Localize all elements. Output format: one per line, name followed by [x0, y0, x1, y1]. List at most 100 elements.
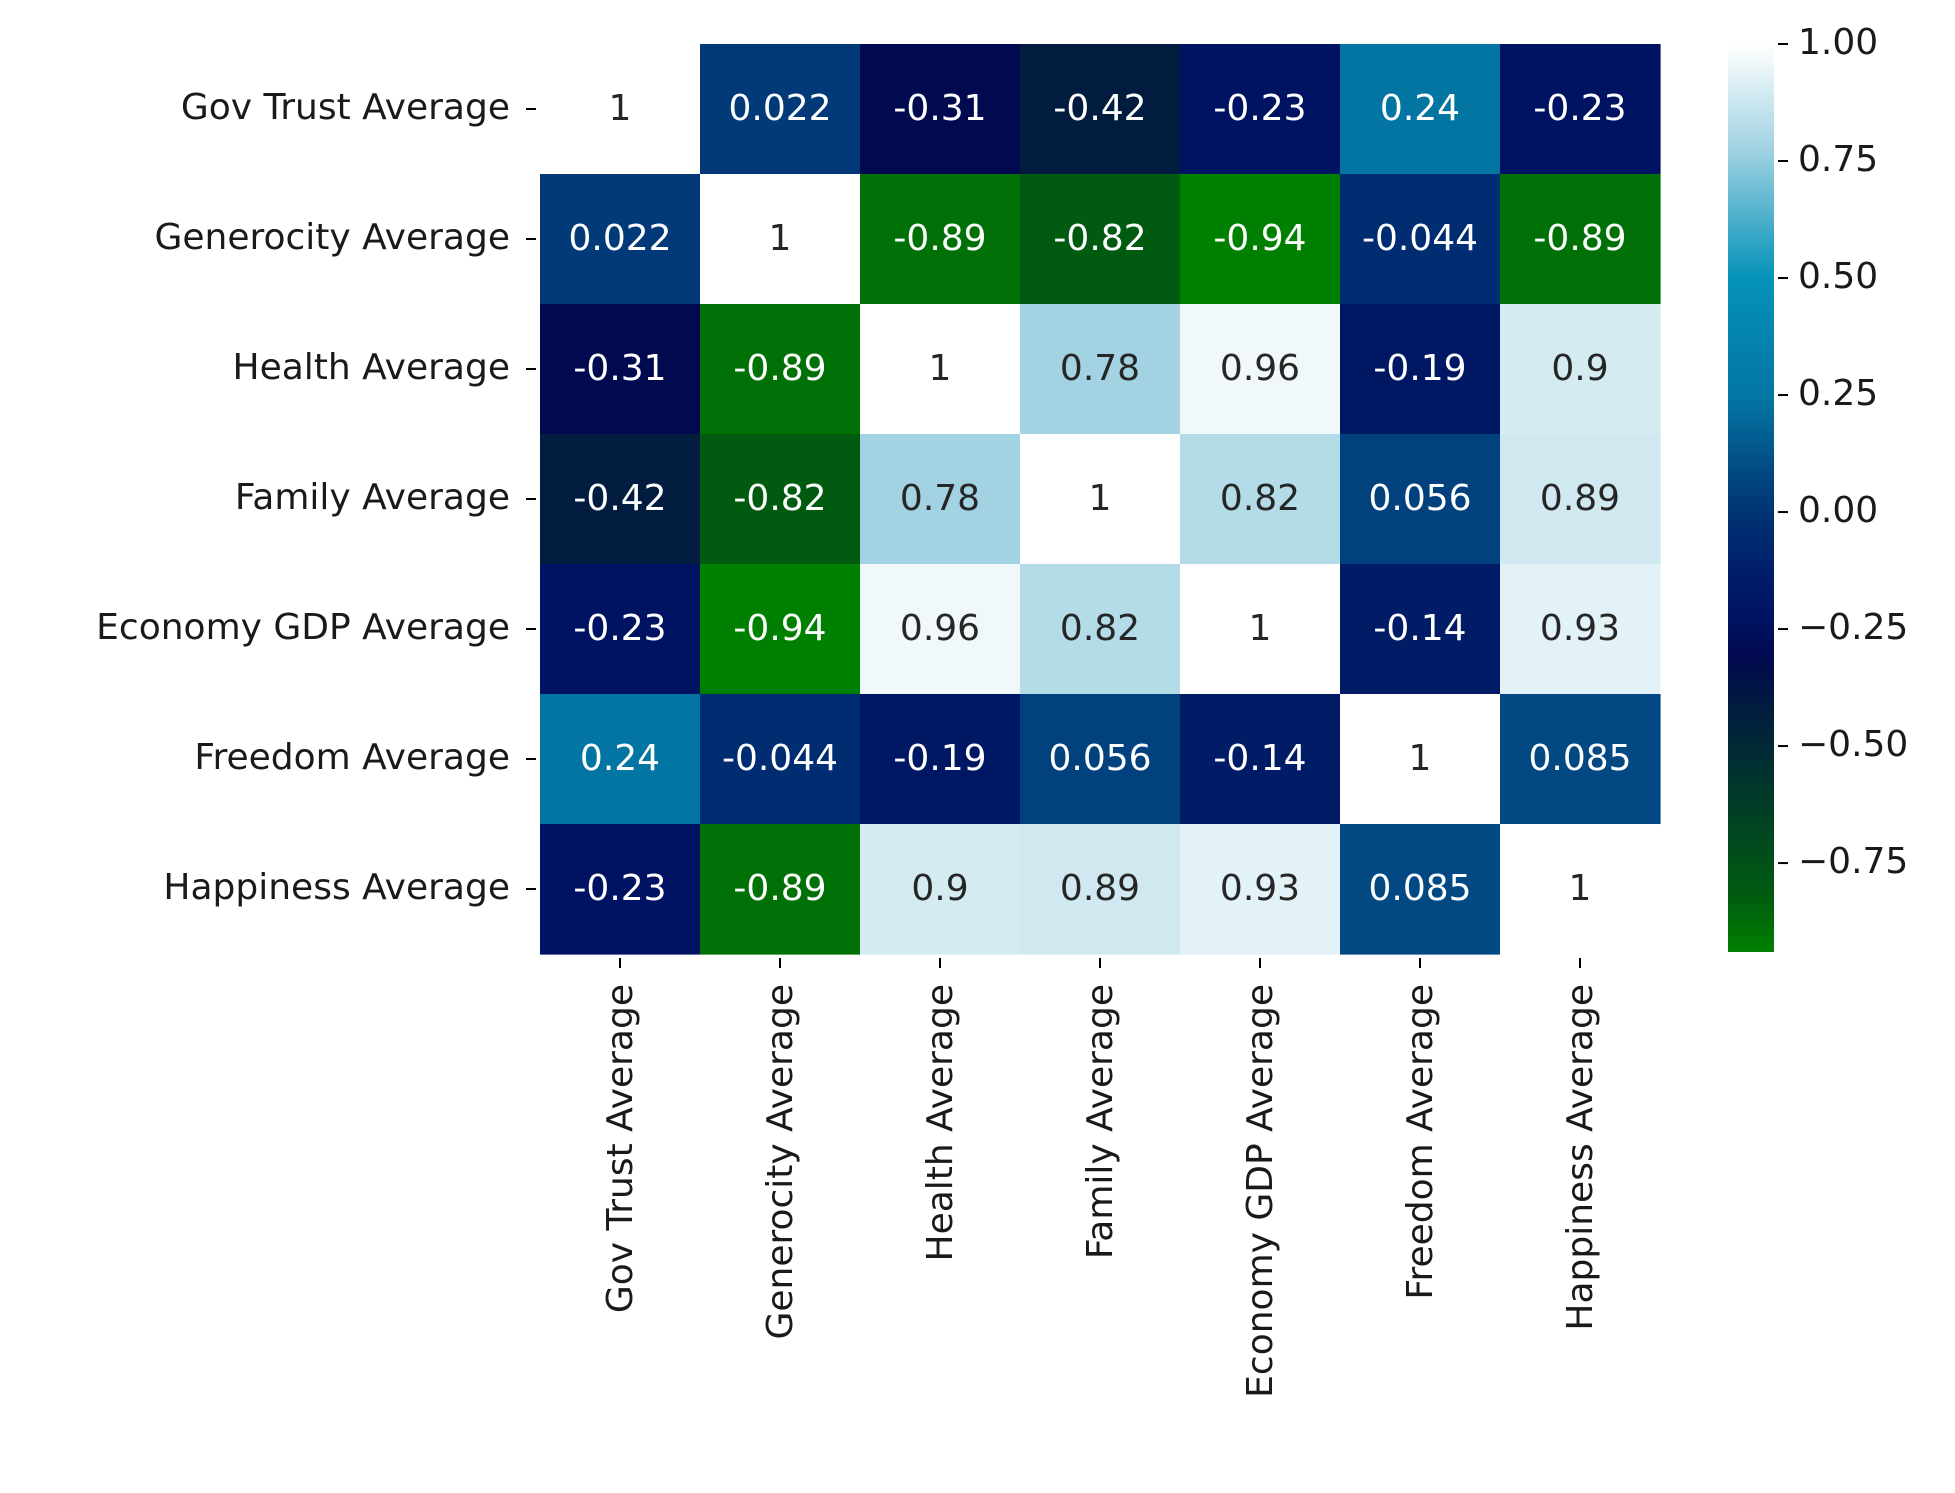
cell-value-label: -0.23: [1213, 88, 1306, 129]
cell-value-label: -0.23: [573, 868, 666, 909]
cell-value-label: 1: [929, 348, 952, 389]
cell-value-label: 0.82: [1220, 478, 1300, 519]
heatmap-cell: [1340, 304, 1501, 435]
cell-value-label: -0.89: [893, 218, 986, 259]
cell-value-label: -0.31: [573, 348, 666, 389]
heatmap-cell: [1500, 174, 1661, 305]
heatmap-cell: [540, 694, 701, 825]
cell-value-label: 0.9: [911, 868, 968, 909]
cell-value-label: 0.9: [1551, 348, 1608, 389]
heatmap-cell: [700, 174, 861, 305]
cell-value-label: 1: [1249, 608, 1272, 649]
colorbar-gradient: [1728, 44, 1774, 952]
cell-value-label: 0.056: [1048, 738, 1151, 779]
heatmap-cell: [1340, 174, 1501, 305]
colorbar: 1.00 0.75 0.50 0.25 0.00 −0.25 −0.50 −0.75: [1728, 22, 1908, 952]
y-tick-label: Happiness Average: [163, 867, 510, 908]
heatmap-cell: [1020, 44, 1181, 175]
heatmap-cell: [700, 694, 861, 825]
y-tick-label: Freedom Average: [194, 737, 510, 778]
heatmap-cell: [1020, 564, 1181, 695]
cell-value-label: 0.24: [580, 738, 660, 779]
heatmap-cell: [860, 44, 1021, 175]
cell-value-label: -0.14: [1373, 608, 1466, 649]
colorbar-tick-label: −0.50: [1798, 724, 1908, 765]
cell-value-label: 0.96: [900, 608, 980, 649]
heatmap-cell: [1500, 304, 1661, 435]
cell-value-label: 0.89: [1540, 478, 1620, 519]
cell-value-label: 0.24: [1380, 88, 1460, 129]
heatmap-cell: [1340, 434, 1501, 565]
y-tick-label: Economy GDP Average: [96, 607, 510, 648]
heatmap-cell: [1340, 824, 1501, 955]
cell-value-label: -0.89: [733, 348, 826, 389]
heatmap-cell: [1020, 824, 1181, 955]
colorbar-tick-label: 1.00: [1798, 22, 1878, 63]
cell-value-label: -0.31: [893, 88, 986, 129]
colorbar-tick-label: 0.25: [1798, 373, 1878, 414]
x-tick-label: Economy GDP Average: [1240, 984, 1281, 1398]
x-tick-label: Family Average: [1080, 984, 1121, 1259]
colorbar-tick-label: 0.75: [1798, 139, 1878, 180]
cell-value-label: 0.056: [1368, 478, 1471, 519]
y-tick-label: Gov Trust Average: [181, 87, 510, 128]
x-tick-label: Happiness Average: [1560, 984, 1601, 1331]
heatmap-cell: [540, 44, 701, 175]
cell-value-label: 0.78: [900, 478, 980, 519]
cell-value-label: 0.93: [1540, 608, 1620, 649]
cell-value-label: 0.78: [1060, 348, 1140, 389]
heatmap-cell: [860, 304, 1021, 435]
heatmap-cell: [700, 564, 861, 695]
cell-value-label: -0.044: [1362, 218, 1478, 259]
y-tick-label: Health Average: [233, 347, 511, 388]
cell-value-label: 1: [1409, 738, 1432, 779]
y-axis: Gov Trust Average Generocity Average Healt…: [96, 87, 536, 908]
cell-value-label: -0.14: [1213, 738, 1306, 779]
heatmap-cell: [1020, 304, 1181, 435]
cell-value-label: -0.23: [1533, 88, 1626, 129]
cell-value-label: -0.044: [722, 738, 838, 779]
cell-value-label: -0.23: [573, 608, 666, 649]
cell-value-label: -0.89: [733, 868, 826, 909]
cell-value-label: 1: [609, 88, 632, 129]
heatmap-cell: [1500, 564, 1661, 695]
cell-value-label: 0.022: [568, 218, 671, 259]
heatmap-cell: [860, 434, 1021, 565]
cell-value-label: 0.085: [1528, 738, 1631, 779]
heatmap-cell: [860, 824, 1021, 955]
cell-value-label: -0.42: [1053, 88, 1146, 129]
heatmap-cell: [1500, 44, 1661, 175]
x-tick-label: Freedom Average: [1400, 984, 1441, 1300]
cell-value-label: -0.82: [733, 478, 826, 519]
cell-value-label: 0.96: [1220, 348, 1300, 389]
y-tick-label: Generocity Average: [154, 217, 510, 258]
heatmap-cell: [540, 174, 701, 305]
x-tick-label: Gov Trust Average: [600, 984, 641, 1313]
x-axis: Gov Trust Average Generocity Average Healt…: [600, 958, 1601, 1398]
heatmap-cell: [1180, 564, 1341, 695]
cell-value-label: -0.19: [893, 738, 986, 779]
heatmap-cell: [700, 434, 861, 565]
heatmap-cell: [1180, 694, 1341, 825]
heatmap-cell: [540, 564, 701, 695]
heatmap-cells: [540, 44, 1661, 955]
heatmap-cell: [1500, 694, 1661, 825]
heatmap-cell: [1180, 44, 1341, 175]
heatmap-cell: [540, 824, 701, 955]
cell-value-label: 0.022: [728, 88, 831, 129]
cell-value-label: -0.89: [1533, 218, 1626, 259]
heatmap-cell: [1180, 304, 1341, 435]
heatmap-annotations: 1 0.022 -0.31 -0.42 -0.23 0.24 -0.23 0.022 1 -0.8…: [568, 88, 1631, 909]
heatmap-cell: [860, 174, 1021, 305]
colorbar-tick-label: 0.00: [1798, 490, 1878, 531]
heatmap-cell: [700, 824, 861, 955]
colorbar-tick-label: −0.25: [1798, 607, 1908, 648]
heatmap-cell: [1020, 174, 1181, 305]
heatmap-cell: [1340, 564, 1501, 695]
heatmap-cell: [1500, 434, 1661, 565]
cell-value-label: -0.42: [573, 478, 666, 519]
cell-value-label: -0.94: [733, 608, 826, 649]
heatmap-cell: [860, 694, 1021, 825]
